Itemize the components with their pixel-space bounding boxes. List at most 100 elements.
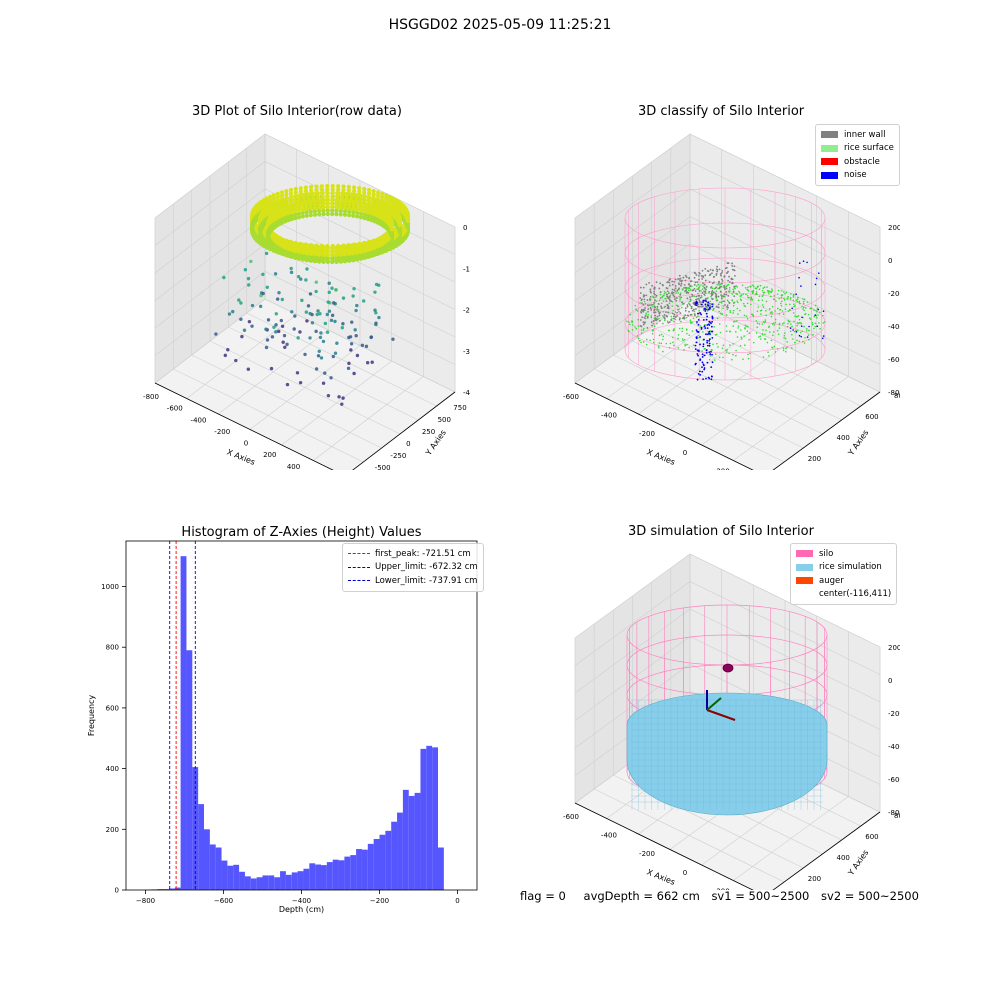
wall-point [728, 281, 731, 283]
rice-point [780, 302, 782, 305]
scatter-point [362, 241, 367, 246]
wall-point [719, 273, 722, 275]
noise-point [701, 370, 704, 373]
wall-point [716, 270, 719, 273]
rice-point [669, 342, 672, 345]
wall-point [684, 307, 687, 310]
histogram-bar [309, 863, 316, 890]
wall-point [701, 269, 704, 272]
scatter-point [358, 246, 364, 251]
rice-point [728, 287, 731, 289]
rice-point [740, 336, 743, 338]
rice-point [674, 290, 677, 293]
scatter-point [330, 249, 335, 254]
scatter-point [330, 259, 335, 265]
rice-point [786, 298, 788, 300]
rice-point [693, 310, 696, 313]
z-tick-label: -200 [888, 710, 900, 718]
rice-point [744, 305, 747, 308]
rice-point [798, 301, 801, 304]
scatter-point [296, 336, 300, 340]
rice-point [787, 322, 789, 325]
rice-point [798, 340, 801, 343]
y-axis-label: Y Axies [846, 428, 871, 458]
scatter-point [304, 254, 309, 259]
scatter-point [306, 195, 311, 200]
wall-point [693, 284, 696, 286]
noise-point [696, 378, 699, 381]
wall-point [665, 315, 668, 317]
scatter-point [319, 356, 324, 360]
rice-point [662, 294, 665, 297]
wall-point [732, 302, 735, 304]
scatter-point [362, 245, 367, 250]
rice-point [808, 329, 810, 332]
noise-point [791, 307, 793, 310]
scatter-point [355, 253, 360, 259]
scatter-point [293, 212, 298, 217]
scatter-point [304, 210, 309, 215]
rice-point [760, 309, 763, 312]
rice-point [634, 304, 637, 307]
scatter-point [325, 245, 330, 251]
scatter-point [405, 218, 410, 224]
scatter-point [319, 187, 324, 192]
rice-point [755, 291, 758, 293]
rice-point [784, 337, 787, 340]
wall-point [641, 316, 644, 319]
noise-point [705, 312, 708, 315]
histogram-bar [402, 789, 409, 890]
center-axis-x [706, 709, 736, 721]
wall-point [650, 321, 653, 324]
wall-point [639, 292, 642, 294]
legend-item-rice-simulation: rice simulation [796, 561, 891, 575]
rice-point [687, 289, 690, 292]
rice-point [667, 329, 670, 332]
noise-point [702, 363, 705, 366]
rice-point [656, 307, 659, 310]
scatter-point [341, 322, 345, 326]
scatter-point [334, 201, 339, 206]
scatter-point [308, 311, 312, 316]
scatter-point [340, 191, 345, 196]
wall-point [688, 310, 690, 313]
noise-point [710, 325, 713, 328]
rice-point [674, 318, 677, 321]
scatter-point [362, 205, 367, 210]
scatter-point [280, 297, 285, 302]
wall-point [689, 285, 692, 287]
scatter-point [325, 249, 330, 254]
scatter-point [284, 196, 290, 201]
scatter-point [355, 200, 360, 205]
wall-point [678, 318, 681, 321]
rice-point [697, 283, 700, 286]
noise-point [704, 310, 707, 312]
scatter-point [362, 202, 367, 207]
wall-point [686, 305, 689, 308]
wall-point [639, 319, 642, 321]
wall-point [674, 287, 677, 290]
rice-point [748, 332, 751, 334]
scatter-point [264, 251, 269, 256]
rice-point [658, 334, 661, 337]
scatter-point [358, 193, 363, 198]
wall-point [688, 283, 691, 286]
noise-point [702, 378, 704, 381]
rice-point [681, 330, 683, 333]
histogram-bar [291, 872, 298, 890]
legend-line [348, 553, 370, 555]
rice-point [756, 293, 758, 296]
scatter-point [290, 310, 294, 314]
wall-point [693, 308, 695, 311]
rice-point [803, 298, 806, 301]
wall-point [680, 282, 683, 285]
scatter-point [226, 348, 230, 352]
wall-point [680, 284, 682, 287]
rice-point [732, 342, 735, 345]
rice-point [713, 359, 716, 361]
scatter-point [347, 335, 351, 340]
scatter-point [346, 366, 351, 371]
scatter-point [288, 187, 294, 193]
scatter-point [319, 184, 324, 189]
scatter-point [321, 252, 326, 257]
